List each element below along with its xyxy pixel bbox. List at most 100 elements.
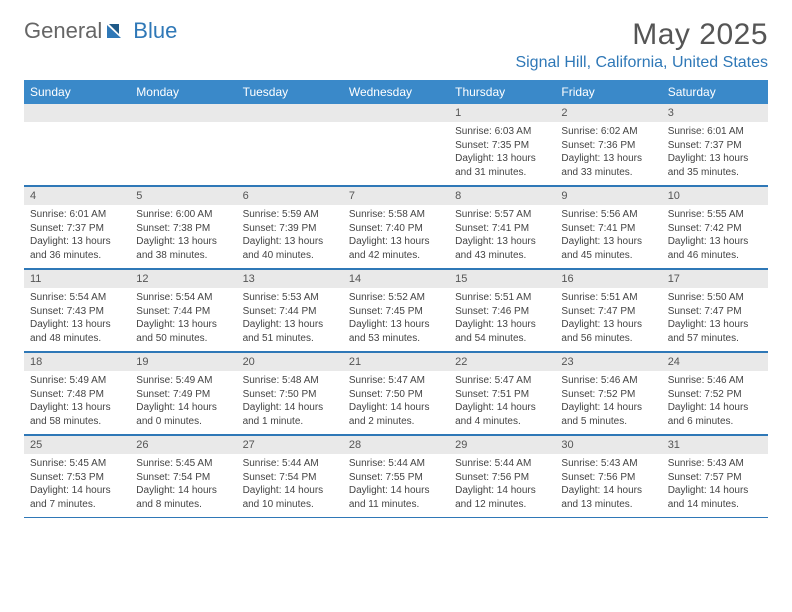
- day2-text: and 8 minutes.: [136, 498, 230, 512]
- sunset-text: Sunset: 7:53 PM: [30, 471, 124, 485]
- logo-flag-icon: [107, 18, 129, 44]
- day2-text: and 14 minutes.: [668, 498, 762, 512]
- day2-text: and 11 minutes.: [349, 498, 443, 512]
- day-cell: Sunrise: 5:47 AMSunset: 7:51 PMDaylight:…: [449, 371, 555, 434]
- week-body-row: Sunrise: 5:45 AMSunset: 7:53 PMDaylight:…: [24, 454, 768, 518]
- date-number: 19: [130, 353, 236, 371]
- day-cell: Sunrise: 5:49 AMSunset: 7:49 PMDaylight:…: [130, 371, 236, 434]
- sunrise-text: Sunrise: 5:55 AM: [668, 208, 762, 222]
- sunset-text: Sunset: 7:48 PM: [30, 388, 124, 402]
- month-title: May 2025: [515, 18, 768, 52]
- day-cell: Sunrise: 5:46 AMSunset: 7:52 PMDaylight:…: [662, 371, 768, 434]
- date-number: 15: [449, 270, 555, 288]
- day1-text: Daylight: 14 hours: [668, 484, 762, 498]
- day-cell: Sunrise: 5:57 AMSunset: 7:41 PMDaylight:…: [449, 205, 555, 268]
- date-number: 16: [555, 270, 661, 288]
- title-block: May 2025 Signal Hill, California, United…: [515, 18, 768, 72]
- day-cell: Sunrise: 5:51 AMSunset: 7:47 PMDaylight:…: [555, 288, 661, 351]
- date-number: 9: [555, 187, 661, 205]
- day-cell: Sunrise: 5:59 AMSunset: 7:39 PMDaylight:…: [237, 205, 343, 268]
- day-header: Monday: [130, 80, 236, 104]
- sunrise-text: Sunrise: 5:50 AM: [668, 291, 762, 305]
- sunrise-text: Sunrise: 5:44 AM: [243, 457, 337, 471]
- sunset-text: Sunset: 7:54 PM: [243, 471, 337, 485]
- sunset-text: Sunset: 7:50 PM: [349, 388, 443, 402]
- sunset-text: Sunset: 7:45 PM: [349, 305, 443, 319]
- date-number: 18: [24, 353, 130, 371]
- sunrise-text: Sunrise: 6:01 AM: [30, 208, 124, 222]
- brand-part2: Blue: [133, 18, 177, 44]
- day2-text: and 12 minutes.: [455, 498, 549, 512]
- day-cell: Sunrise: 5:53 AMSunset: 7:44 PMDaylight:…: [237, 288, 343, 351]
- date-strip: 25262728293031: [24, 435, 768, 454]
- day-cell: Sunrise: 5:49 AMSunset: 7:48 PMDaylight:…: [24, 371, 130, 434]
- sunrise-text: Sunrise: 5:48 AM: [243, 374, 337, 388]
- date-strip: 18192021222324: [24, 352, 768, 371]
- day1-text: Daylight: 13 hours: [455, 152, 549, 166]
- day-cell: Sunrise: 6:01 AMSunset: 7:37 PMDaylight:…: [24, 205, 130, 268]
- sunset-text: Sunset: 7:50 PM: [243, 388, 337, 402]
- sunrise-text: Sunrise: 5:59 AM: [243, 208, 337, 222]
- day-header: Saturday: [662, 80, 768, 104]
- sunrise-text: Sunrise: 5:51 AM: [561, 291, 655, 305]
- day-cell: Sunrise: 5:54 AMSunset: 7:43 PMDaylight:…: [24, 288, 130, 351]
- day-cell: Sunrise: 5:44 AMSunset: 7:56 PMDaylight:…: [449, 454, 555, 517]
- day1-text: Daylight: 13 hours: [668, 235, 762, 249]
- sunrise-text: Sunrise: 5:47 AM: [349, 374, 443, 388]
- sunrise-text: Sunrise: 5:49 AM: [136, 374, 230, 388]
- sunset-text: Sunset: 7:43 PM: [30, 305, 124, 319]
- sunrise-text: Sunrise: 5:47 AM: [455, 374, 549, 388]
- day1-text: Daylight: 13 hours: [668, 152, 762, 166]
- date-number: [24, 104, 130, 122]
- sunset-text: Sunset: 7:54 PM: [136, 471, 230, 485]
- day-cell: [237, 122, 343, 185]
- sunrise-text: Sunrise: 6:01 AM: [668, 125, 762, 139]
- sunrise-text: Sunrise: 5:44 AM: [349, 457, 443, 471]
- day1-text: Daylight: 13 hours: [30, 318, 124, 332]
- date-number: 27: [237, 436, 343, 454]
- day2-text: and 4 minutes.: [455, 415, 549, 429]
- day2-text: and 2 minutes.: [349, 415, 443, 429]
- day2-text: and 0 minutes.: [136, 415, 230, 429]
- day2-text: and 46 minutes.: [668, 249, 762, 263]
- sunrise-text: Sunrise: 5:44 AM: [455, 457, 549, 471]
- sunset-text: Sunset: 7:37 PM: [30, 222, 124, 236]
- sunrise-text: Sunrise: 5:45 AM: [30, 457, 124, 471]
- date-number: 1: [449, 104, 555, 122]
- sunrise-text: Sunrise: 6:03 AM: [455, 125, 549, 139]
- sunset-text: Sunset: 7:51 PM: [455, 388, 549, 402]
- header-bar: General Blue May 2025 Signal Hill, Calif…: [24, 18, 768, 72]
- sunrise-text: Sunrise: 6:00 AM: [136, 208, 230, 222]
- day1-text: Daylight: 13 hours: [561, 152, 655, 166]
- day1-text: Daylight: 13 hours: [349, 235, 443, 249]
- day1-text: Daylight: 13 hours: [30, 235, 124, 249]
- date-number: 13: [237, 270, 343, 288]
- day2-text: and 36 minutes.: [30, 249, 124, 263]
- sunset-text: Sunset: 7:38 PM: [136, 222, 230, 236]
- sunset-text: Sunset: 7:46 PM: [455, 305, 549, 319]
- day-cell: Sunrise: 5:51 AMSunset: 7:46 PMDaylight:…: [449, 288, 555, 351]
- sunset-text: Sunset: 7:44 PM: [243, 305, 337, 319]
- day2-text: and 35 minutes.: [668, 166, 762, 180]
- sunrise-text: Sunrise: 5:45 AM: [136, 457, 230, 471]
- week-body-row: Sunrise: 6:03 AMSunset: 7:35 PMDaylight:…: [24, 122, 768, 186]
- day-cell: Sunrise: 5:44 AMSunset: 7:55 PMDaylight:…: [343, 454, 449, 517]
- sunset-text: Sunset: 7:56 PM: [561, 471, 655, 485]
- date-number: [237, 104, 343, 122]
- date-number: 2: [555, 104, 661, 122]
- week-body-row: Sunrise: 5:54 AMSunset: 7:43 PMDaylight:…: [24, 288, 768, 352]
- day-cell: Sunrise: 6:00 AMSunset: 7:38 PMDaylight:…: [130, 205, 236, 268]
- sunrise-text: Sunrise: 5:46 AM: [561, 374, 655, 388]
- day-header: Friday: [555, 80, 661, 104]
- date-number: 17: [662, 270, 768, 288]
- date-number: 7: [343, 187, 449, 205]
- sunrise-text: Sunrise: 5:53 AM: [243, 291, 337, 305]
- location-label: Signal Hill, California, United States: [515, 54, 768, 72]
- sunset-text: Sunset: 7:40 PM: [349, 222, 443, 236]
- day1-text: Daylight: 14 hours: [243, 401, 337, 415]
- date-number: 26: [130, 436, 236, 454]
- day-cell: Sunrise: 5:45 AMSunset: 7:54 PMDaylight:…: [130, 454, 236, 517]
- sunrise-text: Sunrise: 5:49 AM: [30, 374, 124, 388]
- date-number: 5: [130, 187, 236, 205]
- day-cell: Sunrise: 5:52 AMSunset: 7:45 PMDaylight:…: [343, 288, 449, 351]
